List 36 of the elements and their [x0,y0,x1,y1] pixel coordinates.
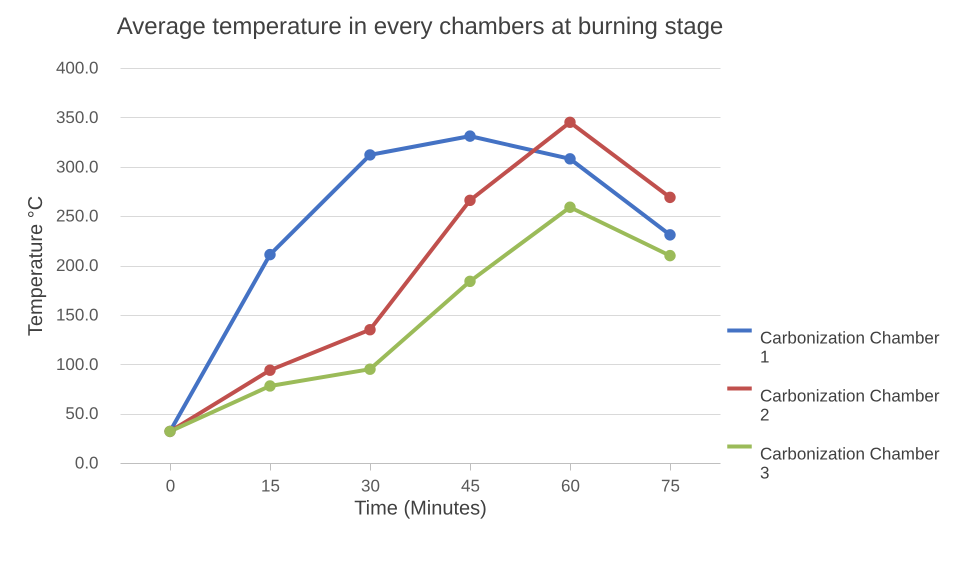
x-tick-label: 30 [361,476,380,496]
x-tick-label: 75 [661,476,680,496]
point [364,324,376,336]
legend-label: Carbonization Chamber 1 [760,328,940,366]
legend-label: Carbonization Chamber 2 [760,386,940,424]
point [364,364,376,375]
y-tick-label: 0.0 [74,454,98,472]
y-tick-label: 150.0 [56,305,98,324]
x-tick-label: 0 [166,476,176,496]
legend-label: Carbonization Chamber 3 [760,444,940,482]
x-tick-label: 45 [461,476,480,496]
point [264,364,276,376]
y-tick-label: 350.0 [56,108,98,127]
y-tick-label: 400.0 [56,58,98,78]
point [464,194,476,206]
point [564,116,576,128]
point [664,192,676,204]
point [364,149,376,161]
y-axis-title: Temperature °C [24,196,47,336]
chart-title: Average temperature in every chambers at burning stage [116,13,724,40]
y-tick-label: 100.0 [56,354,98,374]
y-tick-label: 250.0 [56,206,98,226]
x-tick-label: 15 [261,476,280,496]
point [264,248,276,260]
x-axis-title: Time (Minutes) [354,498,487,520]
point [464,130,476,142]
y-tick-label: 300.0 [56,157,98,176]
x-tick-label: 60 [561,476,580,496]
point [564,153,576,165]
point [464,276,476,287]
point [664,250,676,262]
point [664,229,676,241]
y-tick-label: 50.0 [65,404,98,424]
y-tick-label: 200.0 [56,256,98,275]
point [264,380,276,392]
point [564,202,576,213]
